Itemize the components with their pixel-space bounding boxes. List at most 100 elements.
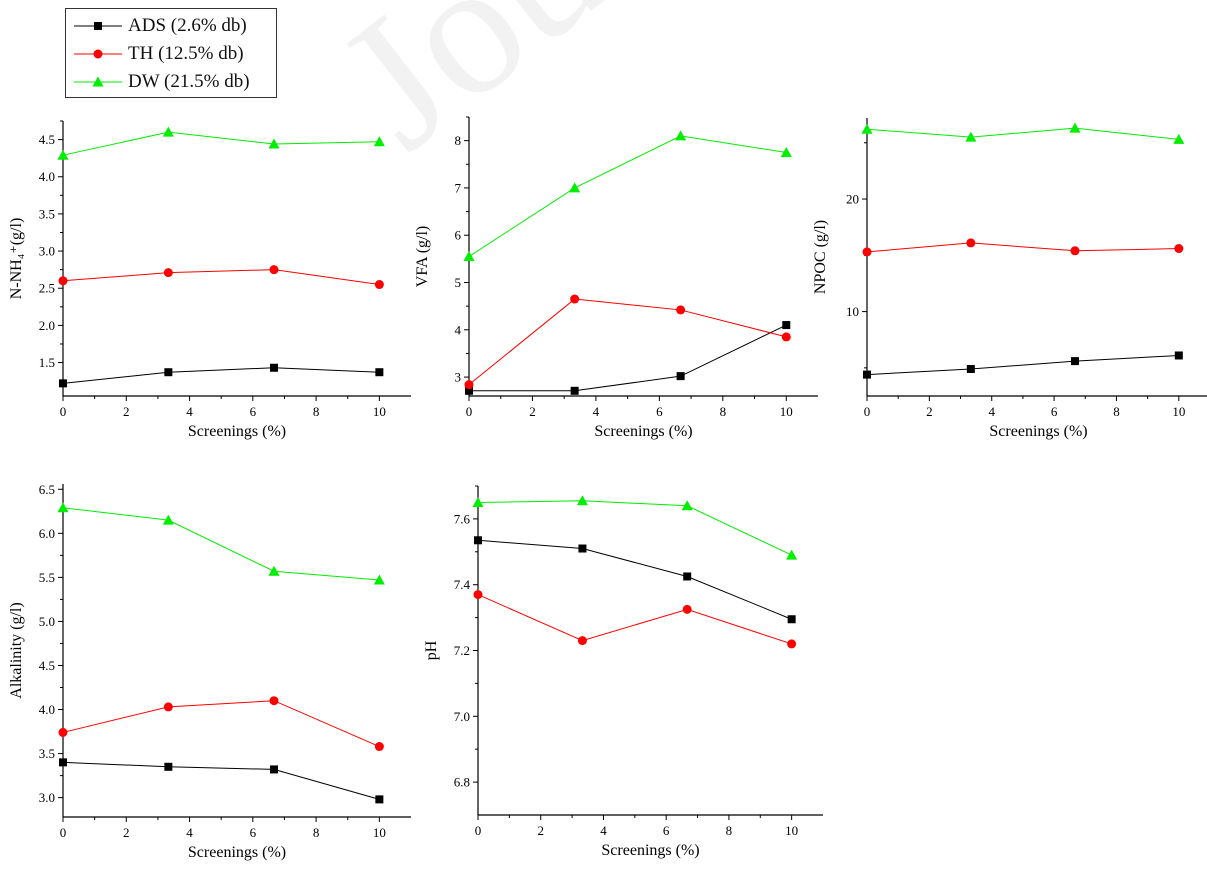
x-tick-label: 4 [186, 825, 193, 840]
series-line-dw [866, 127, 1179, 140]
data-point-ads [270, 765, 279, 774]
data-point-th [577, 636, 587, 646]
legend-label-ads: ADS (2.6% db) [128, 15, 247, 36]
data-point-th [966, 238, 976, 248]
legend-item-ads: ADS (2.6% db) [66, 13, 276, 39]
series-line-ads [62, 367, 380, 384]
y-tick-label: 2.5 [39, 281, 55, 296]
x-tick-label: 6 [1051, 404, 1058, 419]
x-tick-label: 4 [186, 404, 193, 419]
y-tick-label: 4.5 [39, 658, 55, 673]
x-axis-label: Screenings (%) [989, 423, 1087, 440]
series-line-th [468, 298, 787, 386]
data-point-dw [373, 574, 385, 585]
data-point-ads [966, 364, 975, 373]
data-point-ads [59, 758, 67, 767]
y-tick-label: 7.4 [454, 577, 471, 592]
series-line-th [477, 594, 792, 645]
chart-panel-4: 0 2 4 6 8 10 3.0 3.5 4.0 4.5 5.0 5.5 6.0 6.5 Screening… [8, 482, 411, 861]
y-tick-label: 20 [846, 192, 859, 207]
x-tick-label: 10 [373, 404, 386, 419]
x-tick-label: 10 [780, 404, 793, 419]
x-tick-label: 10 [1172, 404, 1185, 419]
y-tick-label: 6.5 [39, 482, 55, 497]
data-point-th [570, 294, 580, 304]
series-line-dw [468, 135, 787, 257]
data-point-ads [270, 363, 279, 372]
data-point-ads [863, 370, 871, 379]
x-tick-label: 4 [593, 404, 600, 419]
data-point-th [163, 268, 173, 278]
data-point-dw [57, 502, 69, 513]
legend-item-th: TH (12.5% db) [66, 41, 276, 67]
y-tick-label: 5.5 [39, 570, 55, 585]
x-tick-label: 0 [466, 404, 473, 419]
data-point-dw [569, 182, 581, 193]
data-point-ads [1070, 357, 1079, 366]
y-tick-label: 4.0 [39, 702, 55, 717]
data-point-ads [578, 544, 587, 553]
data-point-th [676, 305, 686, 315]
data-point-dw [576, 495, 588, 506]
data-point-th [1070, 246, 1080, 256]
data-point-ads [787, 615, 796, 624]
x-tick-label: 10 [785, 823, 798, 838]
series-line-dw [62, 131, 380, 156]
legend-label-dw: DW (21.5% db) [128, 71, 250, 92]
legend: ADS (2.6% db) TH (12.5% db) DW (21.5% db) [65, 8, 277, 98]
data-point-ads [1174, 351, 1183, 360]
y-tick-label: 1.5 [39, 355, 55, 370]
x-tick-label: 2 [123, 404, 130, 419]
data-point-dw [780, 146, 792, 157]
y-tick-label: 3 [455, 370, 462, 385]
data-point-th [58, 276, 68, 286]
x-tick-label: 8 [313, 404, 320, 419]
chart-panel-5: 0 2 4 6 8 10 6.8 7.0 7.2 7.4 7.6 Screenings (%) pH [423, 485, 823, 859]
y-axis-label: VFA (g/l) [414, 226, 431, 287]
data-point-dw [965, 131, 977, 142]
data-point-ads [164, 368, 173, 377]
y-tick-label: 6 [455, 228, 462, 243]
y-tick-label: 6.0 [39, 526, 55, 541]
y-tick-label: 8 [455, 133, 462, 148]
y-tick-label: 7.0 [454, 709, 470, 724]
data-point-ads [59, 379, 67, 388]
y-tick-label: 3.0 [39, 244, 55, 259]
data-point-dw [861, 123, 873, 134]
x-axis-label: Screenings (%) [601, 842, 699, 859]
x-axis-label: Screenings (%) [594, 423, 692, 440]
y-tick-label: 7.6 [454, 511, 471, 526]
y-axis-label: NPOC (g/l) [812, 220, 829, 294]
y-tick-label: 5.0 [39, 614, 55, 629]
data-point-dw [786, 549, 798, 560]
data-point-th [473, 590, 483, 600]
x-tick-label: 6 [250, 825, 257, 840]
x-tick-label: 8 [1113, 404, 1120, 419]
x-axis-label: Screenings (%) [188, 423, 286, 440]
data-point-th [781, 332, 791, 342]
x-axis-label: Screenings (%) [188, 844, 286, 861]
y-tick-label: 2.0 [39, 318, 55, 333]
data-point-th [163, 702, 173, 712]
data-point-ads [474, 536, 482, 545]
legend-item-dw: DW (21.5% db) [66, 69, 276, 95]
chart-panel-2: 0 2 4 6 8 10 3 4 5 6 7 8 Screenings (%) VFA (g/l) [414, 116, 818, 440]
data-point-th [682, 604, 692, 614]
data-point-ads [375, 795, 384, 804]
x-tick-label: 8 [720, 404, 727, 419]
x-tick-label: 0 [864, 404, 871, 419]
data-point-ads [782, 321, 791, 330]
x-tick-label: 2 [529, 404, 536, 419]
y-tick-label: 3.0 [39, 790, 55, 805]
data-point-th [269, 265, 279, 275]
y-tick-label: 6.8 [454, 775, 470, 790]
x-tick-label: 4 [988, 404, 995, 419]
data-point-ads [465, 386, 473, 395]
x-tick-label: 10 [373, 825, 386, 840]
x-tick-label: 0 [475, 823, 482, 838]
data-point-ads [375, 368, 384, 377]
x-tick-label: 6 [656, 404, 663, 419]
x-tick-label: 0 [60, 404, 67, 419]
